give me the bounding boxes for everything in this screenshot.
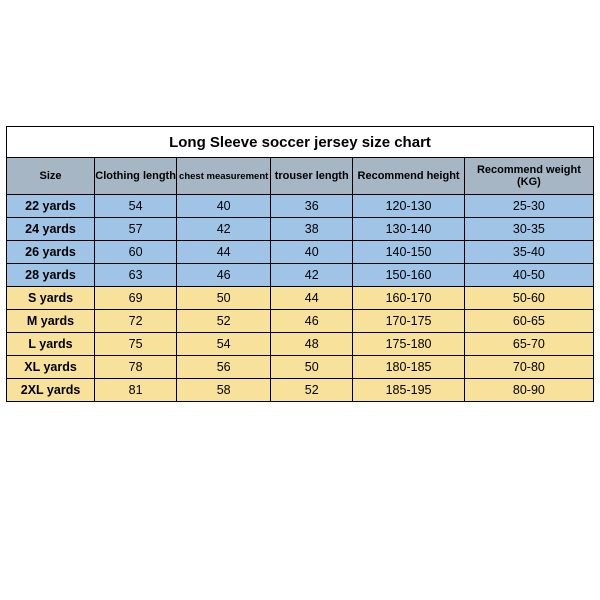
table-cell: 54 [95,195,177,218]
table-cell: 44 [177,241,271,264]
table-cell: 54 [177,333,271,356]
table-cell: 160-170 [353,287,465,310]
table-cell: 130-140 [353,218,465,241]
table-cell: 36 [271,195,353,218]
table-cell: 50-60 [464,287,593,310]
table-cell: 42 [271,264,353,287]
table-row: S yards695044160-17050-60 [7,287,594,310]
row-header: 26 yards [7,241,95,264]
row-header: 24 yards [7,218,95,241]
table-cell: 57 [95,218,177,241]
table-cell: 42 [177,218,271,241]
table-cell: 150-160 [353,264,465,287]
table-cell: 75 [95,333,177,356]
row-header: XL yards [7,356,95,379]
table-cell: 180-185 [353,356,465,379]
table-cell: 80-90 [464,379,593,402]
table-cell: 56 [177,356,271,379]
table-cell: 60-65 [464,310,593,333]
table-row: 28 yards634642150-16040-50 [7,264,594,287]
row-header: 28 yards [7,264,95,287]
table-cell: 44 [271,287,353,310]
table-cell: 40-50 [464,264,593,287]
table-row: 2XL yards815852185-19580-90 [7,379,594,402]
chart-title: Long Sleeve soccer jersey size chart [7,127,594,158]
table-cell: 40 [271,241,353,264]
table-cell: 63 [95,264,177,287]
table-cell: 175-180 [353,333,465,356]
table-cell: 60 [95,241,177,264]
table-cell: 65-70 [464,333,593,356]
table-cell: 72 [95,310,177,333]
row-header: L yards [7,333,95,356]
table-cell: 25-30 [464,195,593,218]
table-row: 24 yards574238130-14030-35 [7,218,594,241]
table-cell: 52 [271,379,353,402]
table-cell: 38 [271,218,353,241]
row-header: S yards [7,287,95,310]
table-cell: 40 [177,195,271,218]
table-cell: 58 [177,379,271,402]
table-cell: 78 [95,356,177,379]
table-cell: 170-175 [353,310,465,333]
table-cell: 46 [271,310,353,333]
size-chart-table: Long Sleeve soccer jersey size chart Siz… [6,126,594,402]
size-chart: Long Sleeve soccer jersey size chart Siz… [6,126,594,402]
table-cell: 81 [95,379,177,402]
table-cell: 50 [271,356,353,379]
column-header: Clothing length [95,158,177,195]
table-row: 22 yards544036120-13025-30 [7,195,594,218]
table-cell: 46 [177,264,271,287]
table-cell: 69 [95,287,177,310]
table-row: L yards755448175-18065-70 [7,333,594,356]
table-cell: 70-80 [464,356,593,379]
table-cell: 185-195 [353,379,465,402]
table-cell: 30-35 [464,218,593,241]
column-header: Size [7,158,95,195]
row-header: 22 yards [7,195,95,218]
table-cell: 48 [271,333,353,356]
table-row: M yards725246170-17560-65 [7,310,594,333]
table-cell: 140-150 [353,241,465,264]
column-header: trouser length [271,158,353,195]
table-row: XL yards785650180-18570-80 [7,356,594,379]
row-header: 2XL yards [7,379,95,402]
column-header: chest measurement [177,158,271,195]
column-header: Recommend weight (KG) [464,158,593,195]
column-header: Recommend height [353,158,465,195]
table-cell: 120-130 [353,195,465,218]
row-header: M yards [7,310,95,333]
table-row: 26 yards604440140-15035-40 [7,241,594,264]
table-cell: 50 [177,287,271,310]
table-cell: 35-40 [464,241,593,264]
table-cell: 52 [177,310,271,333]
